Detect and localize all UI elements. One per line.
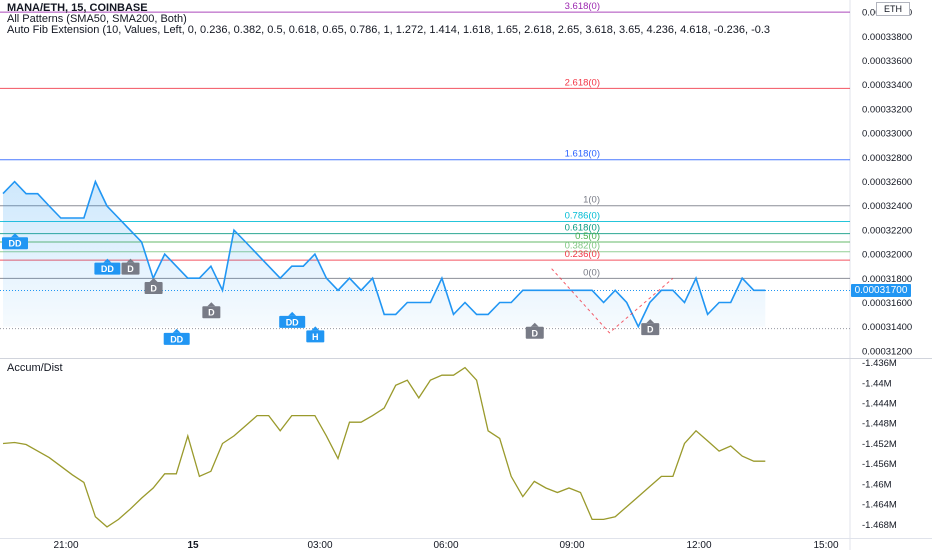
price-tick-label: 0.00032000	[862, 250, 912, 261]
symbol-title: MANA/ETH, 15, COINBASE	[7, 2, 148, 14]
pattern-marker-box[interactable]	[94, 262, 121, 275]
pattern-marker-box[interactable]	[144, 282, 163, 295]
indicator-fib-label: Auto Fib Extension (10, Values, Left, 0,…	[7, 24, 771, 36]
fib-level-label: 3.618(0)	[565, 1, 600, 12]
last-price-label: 0.00031700	[851, 283, 911, 297]
pattern-marker-box[interactable]	[2, 237, 28, 250]
price-area-fill	[3, 181, 766, 327]
fib-level-label: 0.786(0)	[565, 210, 600, 221]
pattern-marker: D	[144, 278, 163, 295]
price-tick-label: 0.00033600	[862, 56, 912, 67]
time-tick-label: 21:00	[53, 540, 78, 550]
accum-tick-label: -1.452M	[862, 439, 897, 450]
pattern-marker-pointer	[11, 233, 19, 238]
price-line	[2, 179, 766, 329]
accum-tick-label: -1.464M	[862, 500, 897, 511]
legend-indicator-fib: Auto Fib Extension (10, Values, Left, 0,…	[7, 24, 847, 36]
pattern-marker-pointer	[149, 278, 158, 283]
price-tick-label: 0.00033200	[862, 104, 912, 115]
pattern-marker: DD	[163, 328, 190, 345]
pattern-marker-box[interactable]	[641, 323, 660, 336]
fib-level-label: 0.382(0)	[565, 241, 600, 252]
time-tick-label: 12:00	[686, 540, 711, 550]
fib-extension-guide	[551, 268, 674, 334]
pattern-marker-label: D	[150, 284, 157, 294]
time-tick-label: 15	[187, 540, 199, 550]
pattern-marker-pointer	[530, 322, 539, 327]
accum-tick-label: -1.448M	[862, 419, 897, 430]
time-tick-label: 03:00	[307, 540, 332, 550]
legend-indicator-patterns: All Patterns (SMA50, SMA200, Both)	[7, 13, 847, 25]
accum-tick-label: -1.468M	[862, 520, 897, 531]
pattern-marker: DD	[94, 258, 121, 275]
fib-level-label: 2.618(0)	[565, 77, 600, 88]
pattern-marker-box[interactable]	[279, 315, 306, 328]
accum-tick-label: -1.46M	[862, 479, 892, 490]
fib-level-label: 0(0)	[583, 267, 600, 278]
legend-symbol: MANA/ETH, 15, COINBASE	[7, 2, 847, 14]
pattern-marker: H	[306, 326, 325, 343]
price-tick-label: 0.00032400	[862, 201, 912, 212]
pattern-marker: D	[202, 302, 221, 319]
time-tick-label: 09:00	[559, 540, 584, 550]
pattern-marker-box[interactable]	[525, 326, 544, 339]
fib-level-label: 0.236(0)	[565, 249, 600, 260]
accum-tick-label: -1.436M	[862, 358, 897, 369]
currency-badge[interactable]: ETH	[876, 2, 910, 16]
time-tick-label: 15:00	[813, 540, 838, 550]
pattern-marker-label: D	[208, 308, 215, 318]
pattern-marker-label: DD	[101, 264, 114, 274]
accum-dist-title: Accum/Dist	[7, 362, 63, 374]
fib-level-label: 0.618(0)	[565, 223, 600, 234]
pattern-marker-label: D	[647, 325, 654, 335]
pattern-marker: D	[641, 319, 660, 336]
pattern-marker-label: H	[312, 332, 319, 342]
pattern-marker-pointer	[103, 258, 112, 263]
time-tick-label: 06:00	[433, 540, 458, 550]
accum-dist-line	[2, 366, 766, 528]
pattern-marker-box[interactable]	[163, 332, 190, 345]
pattern-marker-label: DD	[9, 239, 22, 249]
pattern-marker-label: D	[127, 264, 134, 274]
pattern-marker: DD	[2, 233, 28, 250]
pattern-marker: D	[121, 258, 140, 275]
pattern-marker-box[interactable]	[121, 262, 140, 275]
price-tick-label: 0.00031600	[862, 298, 912, 309]
pattern-marker-pointer	[172, 328, 181, 333]
price-tick-label: 0.00033000	[862, 129, 912, 140]
pattern-marker-pointer	[646, 319, 655, 324]
price-tick-label: 0.00033400	[862, 80, 912, 91]
accum-tick-label: -1.444M	[862, 399, 897, 410]
price-tick-label: 0.00031200	[862, 346, 912, 357]
pattern-marker-box[interactable]	[202, 306, 221, 319]
pattern-marker-pointer	[126, 258, 135, 263]
pattern-marker-label: DD	[170, 334, 183, 344]
pattern-marker-pointer	[288, 311, 297, 316]
pattern-marker-pointer	[207, 302, 216, 307]
price-tick-label: 0.00032600	[862, 177, 912, 188]
pattern-marker-label: D	[532, 328, 539, 338]
pattern-marker: D	[525, 322, 544, 339]
pattern-marker-label: DD	[286, 317, 299, 327]
pattern-marker-pointer	[311, 326, 320, 331]
price-tick-label: 0.00031400	[862, 322, 912, 333]
fib-level-label: 1.618(0)	[565, 149, 600, 160]
legend-accum-dist: Accum/Dist	[7, 362, 207, 374]
pattern-marker: DD	[279, 311, 306, 328]
fib-level-label: 1(0)	[583, 195, 600, 206]
price-tick-label: 0.00031800	[862, 274, 912, 285]
indicator-patterns-label: All Patterns (SMA50, SMA200, Both)	[7, 13, 187, 25]
price-tick-label: 0.00033800	[862, 32, 912, 43]
price-tick-label: 0.00032200	[862, 225, 912, 236]
accum-tick-label: -1.456M	[862, 459, 897, 470]
pattern-marker-box[interactable]	[306, 330, 325, 343]
accum-tick-label: -1.44M	[862, 378, 892, 389]
fib-level-label: 0.5(0)	[575, 231, 600, 242]
price-tick-label: 0.00032800	[862, 153, 912, 164]
